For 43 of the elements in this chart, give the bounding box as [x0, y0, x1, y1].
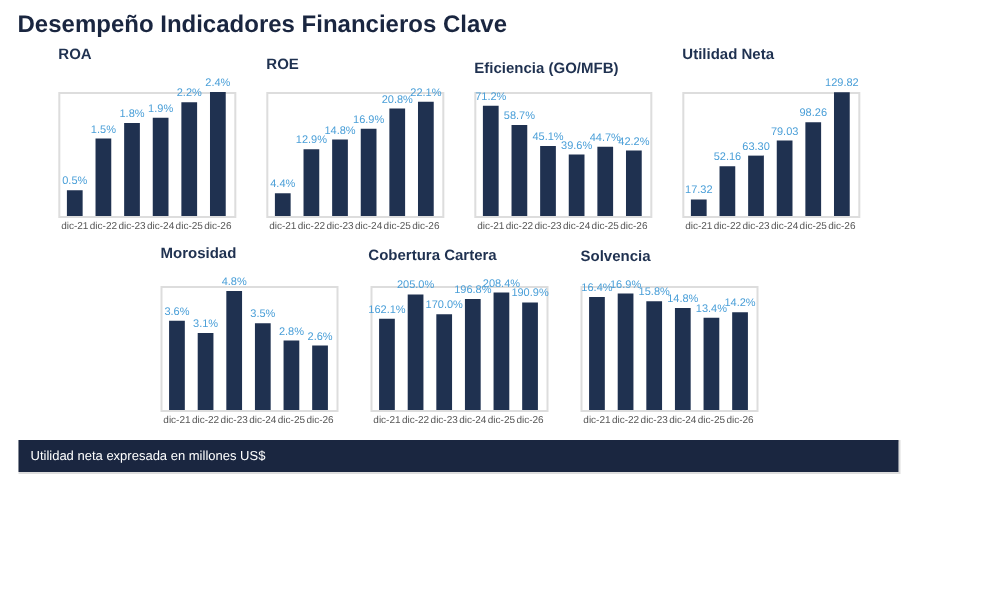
- bar: [522, 302, 538, 410]
- bar: [360, 128, 377, 216]
- bar: [589, 297, 605, 410]
- bar: [540, 146, 556, 216]
- bar: [312, 345, 328, 410]
- bar: [197, 333, 214, 410]
- bar: [732, 312, 748, 410]
- bar: [407, 294, 424, 410]
- bar: [389, 108, 406, 216]
- bar: [95, 138, 112, 216]
- bar: [254, 323, 271, 410]
- bar: [209, 92, 226, 216]
- bar: [283, 340, 300, 410]
- bar: [805, 122, 822, 216]
- bar: [703, 317, 720, 410]
- bar: [169, 320, 185, 410]
- bar: [226, 290, 243, 410]
- bar: [464, 299, 481, 410]
- bar: [617, 293, 634, 410]
- bar: [379, 318, 395, 410]
- bar: [303, 149, 320, 216]
- bar: [719, 166, 736, 216]
- bar: [436, 314, 453, 410]
- bar: [646, 301, 663, 410]
- bar: [152, 117, 169, 216]
- bar: [833, 92, 850, 216]
- bar: [748, 155, 764, 216]
- bar: [332, 139, 348, 216]
- bar: [625, 150, 642, 216]
- bar: [66, 190, 83, 216]
- bar: [597, 146, 614, 216]
- text: Desempeño Indicadores Financieros Clave: [17, 10, 508, 38]
- bar: [568, 154, 585, 216]
- bar: [776, 140, 793, 216]
- bar: [511, 125, 528, 216]
- bar: [181, 102, 198, 216]
- bar: [482, 105, 499, 216]
- bar: [674, 308, 691, 410]
- bar: [124, 123, 140, 216]
- bar: [274, 193, 291, 216]
- bar: [493, 292, 510, 410]
- bar: [690, 199, 707, 216]
- bar: [417, 101, 434, 216]
